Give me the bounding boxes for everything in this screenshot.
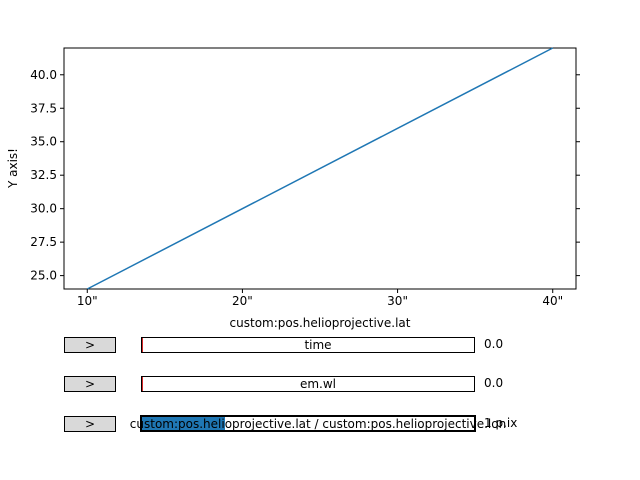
slider-handle[interactable]: [142, 377, 143, 391]
slider-value: 0.0: [484, 337, 504, 351]
coordinate-slider-row: > custom:pos.helioprojective.lat / custo…: [0, 415, 640, 432]
slider-value: 0.0: [484, 376, 504, 390]
play-button[interactable]: >: [64, 416, 116, 432]
play-button[interactable]: >: [64, 337, 116, 353]
x-tick-label: 30": [387, 294, 408, 308]
slider-label: time: [304, 338, 332, 352]
x-tick-label: 20": [232, 294, 253, 308]
coordinate-slider[interactable]: custom:pos.helioprojective.lat / custom:…: [130, 415, 506, 432]
y-axis-label: Y axis!: [6, 148, 20, 189]
play-button[interactable]: >: [64, 376, 116, 392]
series-line: [86, 47, 554, 290]
y-tick-label: 27.5: [30, 235, 57, 249]
slider-value: 1 p.ix: [484, 416, 518, 430]
x-tick-label: 10": [77, 294, 98, 308]
slider-label: em.wl: [299, 377, 337, 391]
x-axis-label: custom:pos.helioprojective.lat: [230, 316, 411, 330]
plot-area: 10" 20" 30" 40" 25.0 27.5 30.0 32.5 35.0 37.5 40.0: [30, 47, 580, 308]
slider-fill: [142, 417, 225, 430]
em-wl-slider-row: > em.wl 0.0: [0, 376, 640, 392]
x-tick-label: 40": [542, 294, 563, 308]
y-tick-label: 35.0: [30, 135, 57, 149]
line-chart: 10" 20" 30" 40" 25.0 27.5 30.0 32.5 35.0 37.5 40.0…: [6, 47, 580, 330]
y-tick-label: 25.0: [30, 269, 57, 283]
time-slider-row: > time 0.0: [0, 337, 640, 353]
em-wl-slider[interactable]: em.wl: [141, 376, 475, 392]
plot-frame: [63, 47, 577, 290]
y-tick-label: 32.5: [30, 168, 57, 182]
time-slider[interactable]: time: [141, 337, 475, 353]
y-tick-label: 40.0: [30, 68, 57, 82]
y-tick-label: 37.5: [30, 101, 57, 115]
y-tick-label: 30.0: [30, 202, 57, 216]
slider-handle[interactable]: [142, 338, 143, 352]
